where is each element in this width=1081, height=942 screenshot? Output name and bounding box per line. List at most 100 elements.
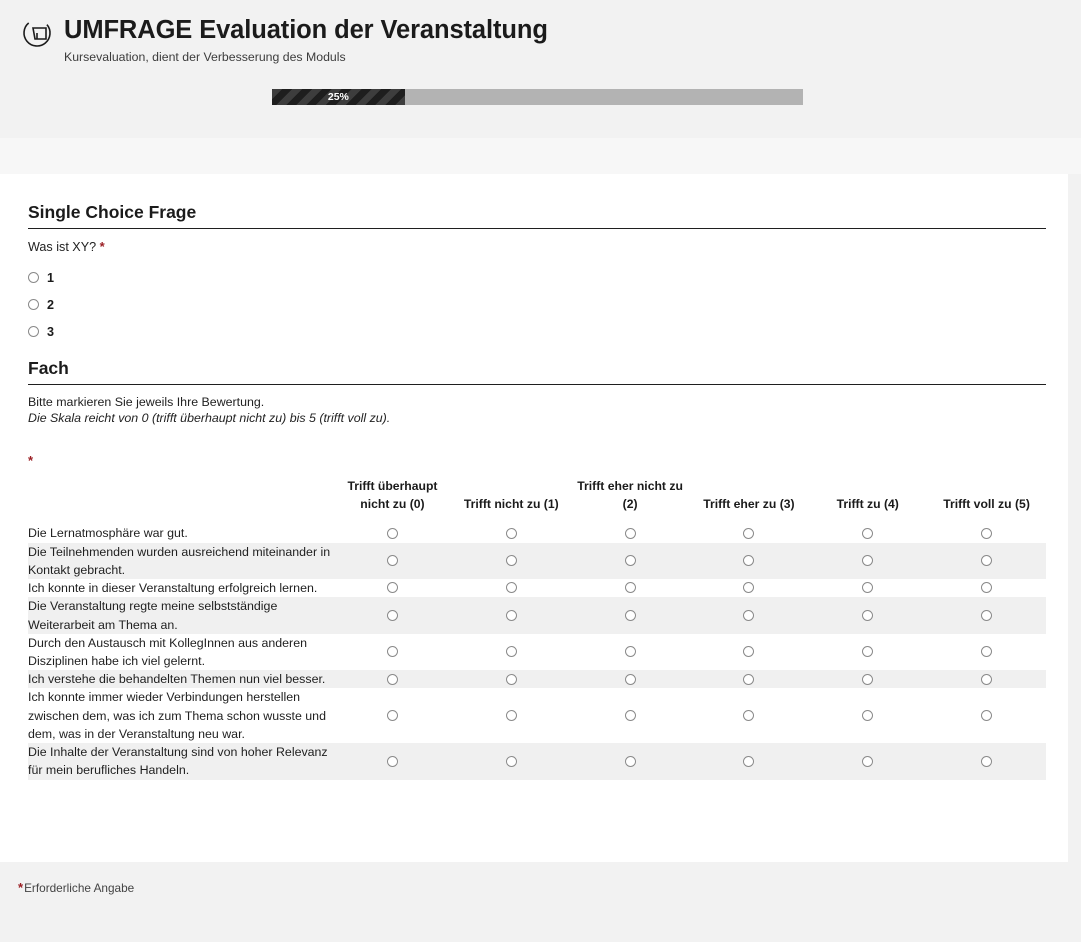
radio-icon[interactable]: [743, 609, 755, 621]
matrix-radio-cell[interactable]: [571, 688, 690, 743]
radio-option-1[interactable]: 1: [28, 264, 1046, 291]
radio-icon[interactable]: [386, 755, 398, 767]
matrix-radio-cell[interactable]: [690, 579, 809, 597]
matrix-radio-cell[interactable]: [451, 542, 571, 580]
matrix-radio-cell[interactable]: [571, 634, 690, 670]
radio-icon[interactable]: [386, 527, 398, 539]
matrix-radio-cell[interactable]: [570, 597, 690, 634]
radio-icon[interactable]: [862, 646, 874, 658]
radio-icon[interactable]: [743, 673, 755, 685]
radio-icon[interactable]: [743, 582, 755, 594]
radio-option-2[interactable]: 2: [28, 291, 1046, 318]
radio-icon[interactable]: [743, 646, 755, 658]
radio-icon[interactable]: [386, 555, 398, 567]
matrix-radio-cell[interactable]: [808, 634, 927, 670]
matrix-radio-cell[interactable]: [927, 542, 1046, 580]
radio-icon[interactable]: [981, 527, 993, 539]
radio-icon[interactable]: [981, 673, 993, 685]
radio-icon[interactable]: [981, 609, 993, 621]
matrix-radio-cell[interactable]: [452, 688, 571, 743]
matrix-radio-cell[interactable]: [333, 597, 452, 634]
matrix-radio-cell[interactable]: [333, 542, 452, 580]
matrix-radio-cell[interactable]: [571, 579, 690, 597]
radio-icon[interactable]: [386, 582, 398, 594]
radio-icon[interactable]: [624, 527, 636, 539]
radio-icon[interactable]: [624, 582, 636, 594]
matrix-radio-cell[interactable]: [808, 597, 928, 634]
radio-icon[interactable]: [28, 272, 39, 283]
radio-icon[interactable]: [624, 555, 636, 567]
matrix-radio-cell[interactable]: [808, 670, 928, 689]
radio-icon[interactable]: [624, 710, 636, 722]
radio-icon[interactable]: [505, 555, 517, 567]
radio-icon[interactable]: [28, 299, 39, 310]
matrix-radio-cell[interactable]: [690, 688, 809, 743]
radio-icon[interactable]: [28, 326, 39, 337]
matrix-radio-cell[interactable]: [451, 743, 571, 780]
matrix-radio-cell[interactable]: [808, 743, 928, 780]
radio-icon[interactable]: [862, 582, 874, 594]
matrix-radio-cell[interactable]: [333, 524, 452, 542]
radio-icon[interactable]: [743, 527, 755, 539]
radio-icon[interactable]: [386, 609, 398, 621]
matrix-radio-cell[interactable]: [927, 597, 1046, 634]
matrix-radio-cell[interactable]: [333, 670, 452, 689]
matrix-radio-cell[interactable]: [689, 597, 809, 634]
matrix-radio-cell[interactable]: [333, 634, 452, 670]
radio-icon[interactable]: [505, 710, 517, 722]
radio-icon[interactable]: [743, 555, 755, 567]
radio-icon[interactable]: [862, 710, 874, 722]
matrix-radio-cell[interactable]: [452, 634, 571, 670]
radio-icon[interactable]: [505, 755, 517, 767]
radio-icon[interactable]: [505, 609, 517, 621]
matrix-radio-cell[interactable]: [452, 524, 571, 542]
matrix-radio-cell[interactable]: [927, 743, 1046, 780]
radio-icon[interactable]: [624, 646, 636, 658]
matrix-radio-cell[interactable]: [690, 634, 809, 670]
matrix-radio-cell[interactable]: [452, 579, 571, 597]
radio-icon[interactable]: [505, 646, 517, 658]
matrix-radio-cell[interactable]: [451, 670, 571, 689]
matrix-radio-cell[interactable]: [333, 743, 452, 780]
matrix-radio-cell[interactable]: [570, 743, 690, 780]
matrix-radio-cell[interactable]: [808, 524, 927, 542]
matrix-radio-cell[interactable]: [451, 597, 571, 634]
radio-option-3[interactable]: 3: [28, 318, 1046, 345]
radio-icon[interactable]: [743, 755, 755, 767]
matrix-radio-cell[interactable]: [927, 634, 1046, 670]
matrix-radio-cell[interactable]: [571, 524, 690, 542]
matrix-radio-cell[interactable]: [927, 524, 1046, 542]
radio-icon[interactable]: [981, 755, 993, 767]
matrix-radio-cell[interactable]: [690, 524, 809, 542]
matrix-radio-cell[interactable]: [927, 579, 1046, 597]
radio-icon[interactable]: [981, 710, 993, 722]
radio-icon[interactable]: [624, 673, 636, 685]
radio-icon[interactable]: [505, 527, 517, 539]
matrix-radio-cell[interactable]: [808, 579, 927, 597]
radio-icon[interactable]: [505, 582, 517, 594]
radio-icon[interactable]: [624, 755, 636, 767]
radio-icon[interactable]: [862, 673, 874, 685]
radio-icon[interactable]: [862, 609, 874, 621]
radio-icon[interactable]: [386, 646, 398, 658]
matrix-radio-cell[interactable]: [689, 670, 809, 689]
matrix-radio-cell[interactable]: [570, 542, 690, 580]
radio-icon[interactable]: [862, 555, 874, 567]
radio-icon[interactable]: [505, 673, 517, 685]
matrix-radio-cell[interactable]: [333, 579, 452, 597]
matrix-radio-cell[interactable]: [927, 688, 1046, 743]
matrix-radio-cell[interactable]: [570, 670, 690, 689]
radio-icon[interactable]: [386, 673, 398, 685]
radio-icon[interactable]: [862, 755, 874, 767]
matrix-radio-cell[interactable]: [689, 542, 809, 580]
matrix-radio-cell[interactable]: [333, 688, 452, 743]
matrix-radio-cell[interactable]: [927, 670, 1046, 689]
radio-icon[interactable]: [981, 555, 993, 567]
matrix-radio-cell[interactable]: [808, 542, 928, 580]
radio-icon[interactable]: [981, 646, 993, 658]
radio-icon[interactable]: [386, 710, 398, 722]
radio-icon[interactable]: [981, 582, 993, 594]
radio-icon[interactable]: [862, 527, 874, 539]
radio-icon[interactable]: [624, 609, 636, 621]
radio-icon[interactable]: [743, 710, 755, 722]
